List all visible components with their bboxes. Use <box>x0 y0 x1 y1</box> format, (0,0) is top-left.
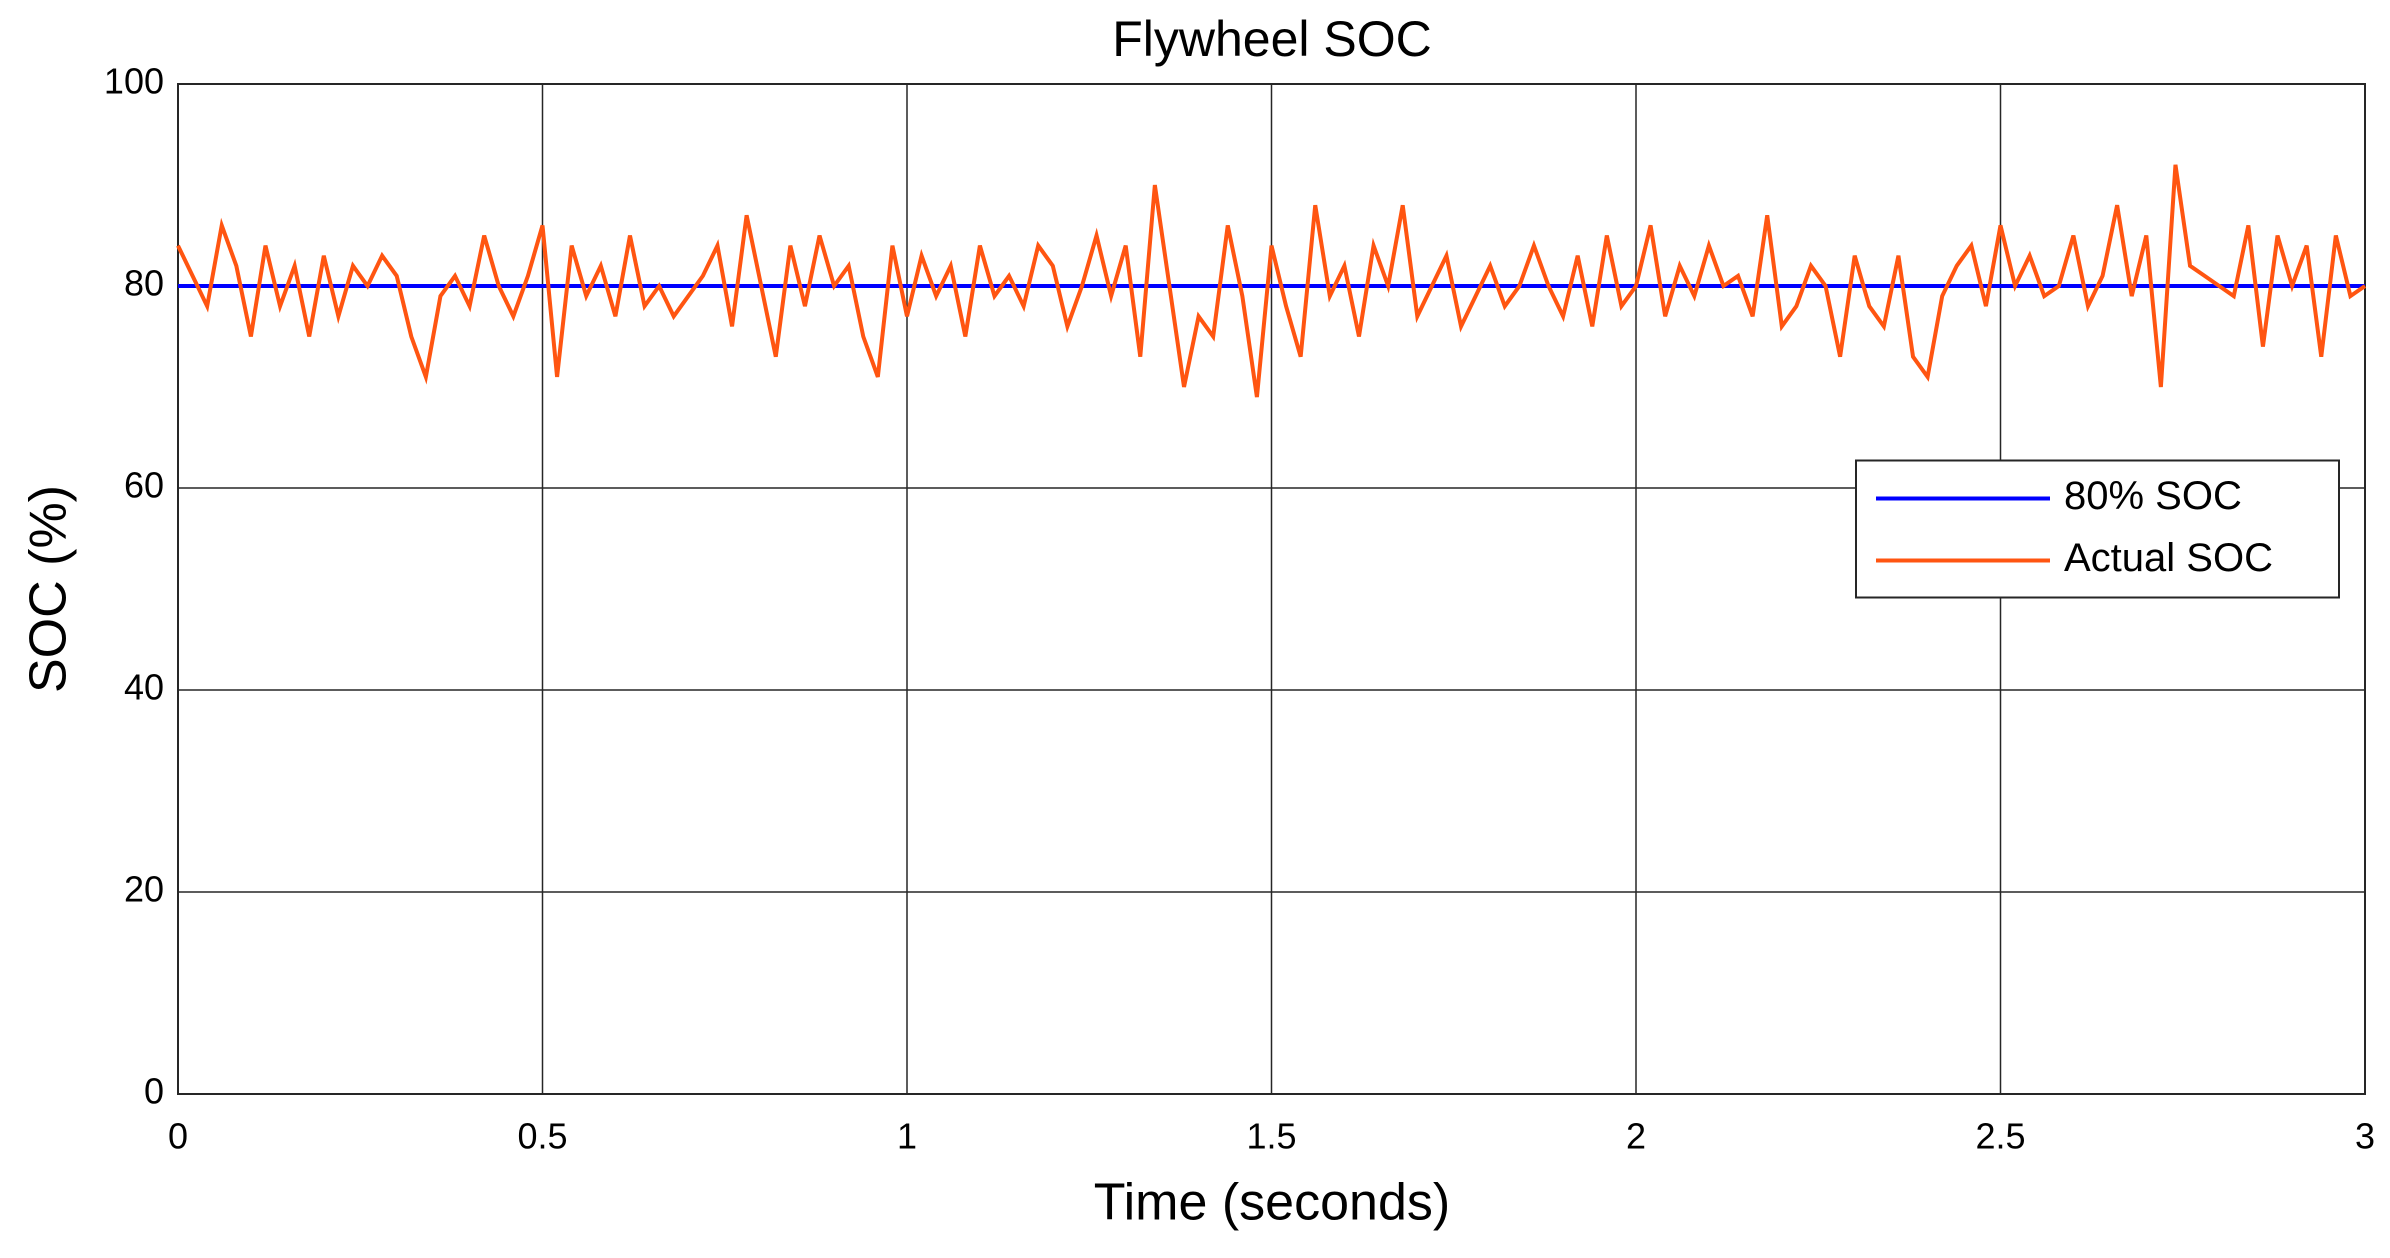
x-tick-label: 0 <box>168 1116 188 1157</box>
x-tick-label: 1 <box>897 1116 917 1157</box>
y-tick-label: 80 <box>124 263 164 304</box>
chart-title: Flywheel SOC <box>1112 11 1432 67</box>
y-axis-label: SOC (%) <box>20 485 78 693</box>
x-tick-label: 2.5 <box>1975 1116 2025 1157</box>
series-line <box>176 164 2367 398</box>
x-tick-label: 2 <box>1626 1116 1646 1157</box>
x-tick-label: 1.5 <box>1246 1116 1296 1157</box>
y-tick-label: 40 <box>124 667 164 708</box>
legend-label: Actual SOC <box>2064 536 2273 580</box>
legend-label: 80% SOC <box>2064 474 2242 518</box>
x-tick-label: 3 <box>2355 1116 2375 1157</box>
y-tick-label: 100 <box>104 61 164 102</box>
y-tick-label: 20 <box>124 869 164 910</box>
y-tick-label: 0 <box>144 1071 164 1112</box>
x-tick-label: 0.5 <box>517 1116 567 1157</box>
y-tick-label: 60 <box>124 465 164 506</box>
plot-frame <box>177 83 2366 1095</box>
legend-box <box>1855 459 2340 599</box>
x-axis-label: Time (seconds) <box>1094 1174 1450 1232</box>
